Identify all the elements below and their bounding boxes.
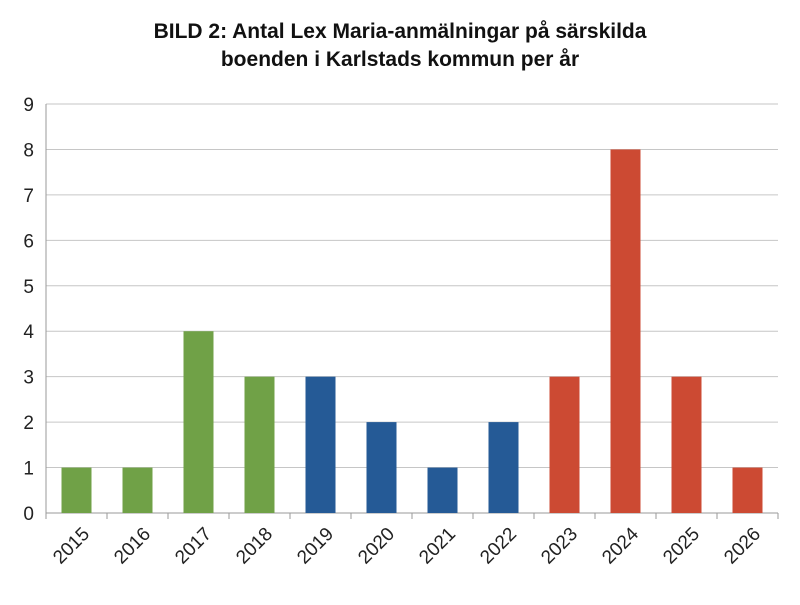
bar-2025 — [671, 376, 702, 513]
bar-2024 — [610, 149, 641, 513]
bar-2017 — [183, 331, 214, 513]
y-tick-label: 2 — [23, 413, 34, 434]
bar-2018 — [244, 376, 275, 513]
bar-2015 — [61, 467, 92, 513]
bar-2021 — [427, 467, 458, 513]
x-tick-label: 2017 — [171, 524, 216, 569]
bar-2019 — [305, 376, 336, 513]
x-tick-label: 2020 — [354, 524, 399, 569]
y-tick-label: 8 — [23, 140, 34, 161]
x-tick-label: 2026 — [720, 524, 765, 569]
bar-2023 — [549, 376, 580, 513]
y-tick-label: 3 — [23, 368, 34, 389]
chart-title-line-2: boenden i Karlstads kommun per år — [220, 48, 580, 71]
chart-title-line-1: BILD 2: Antal Lex Maria-anmälningar på s… — [153, 20, 647, 43]
x-tick-label: 2019 — [293, 524, 338, 569]
y-tick-label: 6 — [23, 231, 34, 252]
y-tick-label: 1 — [23, 459, 34, 480]
x-tick-label: 2022 — [476, 524, 521, 569]
x-tick-label: 2024 — [598, 523, 643, 568]
x-tick-label: 2015 — [49, 524, 94, 569]
x-tick-label: 2025 — [659, 524, 704, 569]
bar-2020 — [366, 422, 397, 513]
y-tick-label: 5 — [23, 277, 34, 298]
bar-2016 — [122, 467, 153, 513]
y-tick-label: 9 — [23, 95, 34, 116]
x-tick-label: 2016 — [110, 524, 155, 569]
y-tick-label: 7 — [23, 186, 34, 207]
x-tick-label: 2021 — [415, 524, 460, 569]
y-tick-label: 4 — [23, 322, 34, 343]
x-tick-label: 2023 — [537, 524, 582, 569]
bar-2022 — [488, 422, 519, 513]
chart-title: BILD 2: Antal Lex Maria-anmälningar på s… — [0, 18, 800, 74]
y-tick-label: 0 — [23, 504, 34, 525]
bar-2026 — [732, 467, 763, 513]
x-tick-label: 2018 — [232, 524, 277, 569]
